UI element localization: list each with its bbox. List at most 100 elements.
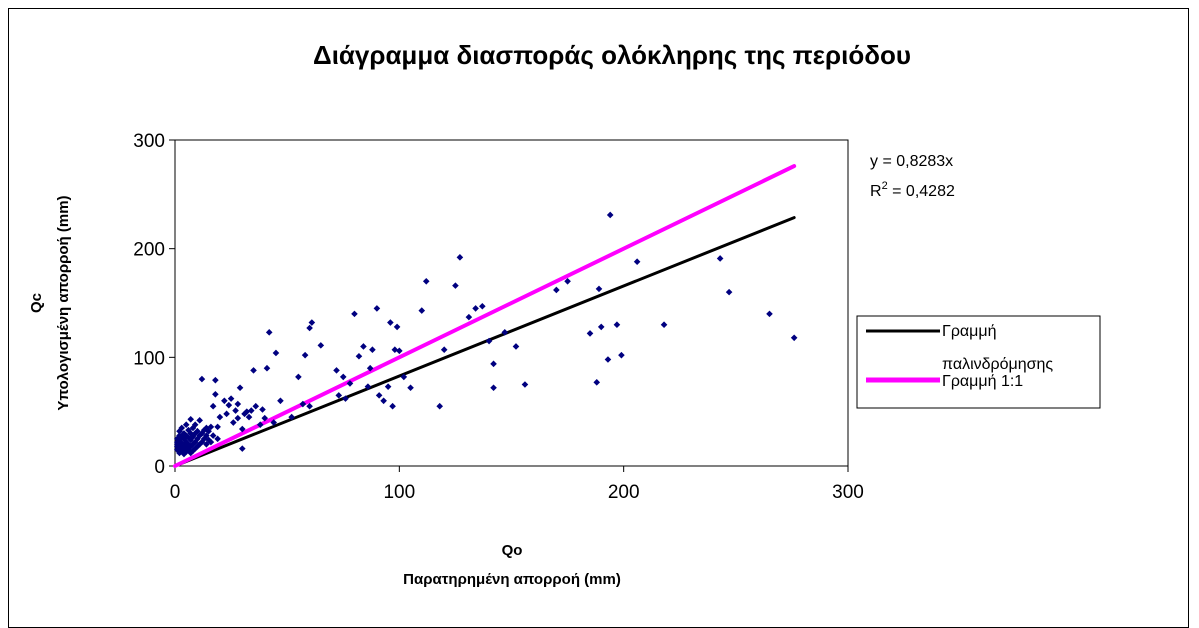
data-point bbox=[407, 384, 414, 392]
data-point bbox=[277, 397, 284, 405]
data-point bbox=[207, 423, 215, 431]
data-point bbox=[384, 383, 392, 390]
data-point bbox=[191, 445, 199, 452]
data-point bbox=[194, 435, 201, 443]
data-point bbox=[212, 390, 219, 398]
y-tick-label: 100 bbox=[133, 348, 165, 369]
data-point bbox=[456, 254, 464, 261]
data-point bbox=[335, 392, 343, 399]
data-point bbox=[256, 421, 264, 429]
data-point bbox=[194, 443, 201, 450]
data-point bbox=[180, 440, 188, 448]
data-point bbox=[452, 282, 459, 289]
data-point bbox=[189, 447, 197, 455]
data-point bbox=[355, 352, 363, 360]
data-point bbox=[236, 384, 244, 392]
x-axis-title-2: Παρατηρημένη απορροή (mm) bbox=[403, 571, 621, 588]
data-point bbox=[633, 258, 641, 266]
y-axis-title-1: Qc bbox=[28, 293, 45, 313]
data-point bbox=[490, 360, 497, 368]
data-point bbox=[200, 426, 208, 434]
data-point bbox=[214, 435, 221, 443]
data-point bbox=[265, 329, 273, 336]
data-point bbox=[223, 410, 230, 418]
data-point bbox=[198, 375, 206, 383]
data-point bbox=[364, 383, 372, 390]
data-point bbox=[182, 438, 190, 446]
data-point bbox=[564, 277, 571, 285]
data-point bbox=[465, 313, 473, 321]
data-point bbox=[221, 397, 228, 405]
data-point bbox=[373, 305, 381, 312]
r2-sup: 2 bbox=[882, 180, 888, 192]
data-point bbox=[440, 346, 448, 354]
data-point bbox=[613, 321, 621, 329]
data-point bbox=[182, 448, 190, 456]
data-point bbox=[247, 407, 255, 414]
data-point bbox=[225, 401, 233, 409]
data-point bbox=[790, 334, 798, 342]
data-point bbox=[369, 346, 376, 354]
data-point bbox=[196, 417, 203, 424]
data-point bbox=[317, 342, 325, 349]
data-point bbox=[400, 373, 408, 381]
data-point bbox=[346, 380, 354, 387]
data-point bbox=[380, 397, 387, 405]
y-axis: 0 100 200 300 bbox=[133, 131, 175, 478]
data-point bbox=[205, 427, 212, 435]
data-point bbox=[189, 440, 197, 448]
x-axis-title-1: Qo bbox=[502, 542, 523, 559]
data-point bbox=[230, 419, 237, 426]
data-point bbox=[180, 435, 188, 443]
r2-value: = 0,4282 bbox=[888, 183, 955, 200]
data-point bbox=[604, 356, 612, 363]
data-point bbox=[178, 433, 186, 440]
data-point bbox=[299, 400, 307, 408]
data-point bbox=[178, 447, 186, 455]
data-point bbox=[396, 347, 403, 355]
y-axis-title-2: Υπολογισμένη απορροή (mm) bbox=[55, 195, 72, 410]
data-point bbox=[178, 439, 186, 447]
data-point bbox=[306, 402, 313, 410]
data-point bbox=[250, 367, 257, 374]
data-point bbox=[243, 408, 251, 415]
data-point bbox=[595, 285, 603, 293]
data-point bbox=[485, 337, 493, 345]
data-point bbox=[194, 427, 201, 435]
data-point bbox=[490, 384, 497, 392]
data-point bbox=[239, 445, 246, 452]
data-point bbox=[245, 413, 253, 421]
x-tick-label: 200 bbox=[608, 482, 640, 503]
data-point bbox=[178, 424, 186, 432]
data-point bbox=[189, 424, 197, 432]
data-point bbox=[521, 381, 529, 388]
series-lines bbox=[173, 164, 797, 468]
data-point bbox=[618, 351, 625, 359]
data-point bbox=[182, 443, 190, 450]
data-point bbox=[191, 421, 199, 429]
data-point bbox=[189, 433, 197, 440]
chart-title: Διάγραμμα διασποράς ολόκληρης της περιόδ… bbox=[313, 40, 911, 70]
data-point bbox=[207, 438, 215, 446]
data-point bbox=[180, 430, 188, 437]
data-point bbox=[606, 211, 614, 219]
y-tick-label: 0 bbox=[154, 457, 165, 478]
data-point bbox=[586, 330, 594, 337]
data-point bbox=[198, 438, 206, 446]
data-point bbox=[203, 432, 210, 439]
regression-equation: y = 0,8283x bbox=[870, 153, 953, 170]
data-point bbox=[501, 329, 509, 336]
y-tick-label: 300 bbox=[133, 131, 165, 152]
data-point bbox=[422, 277, 430, 285]
data-point bbox=[479, 302, 486, 310]
r2-prefix: R bbox=[870, 183, 882, 200]
data-point bbox=[182, 421, 190, 429]
data-point bbox=[387, 319, 394, 326]
data-point bbox=[200, 435, 208, 443]
data-point bbox=[418, 307, 426, 314]
data-point bbox=[209, 432, 217, 439]
data-point bbox=[716, 255, 724, 262]
data-point bbox=[351, 310, 358, 318]
legend: Γραμμή παλινδρόμησης Γραμμή 1:1 bbox=[856, 315, 1101, 409]
